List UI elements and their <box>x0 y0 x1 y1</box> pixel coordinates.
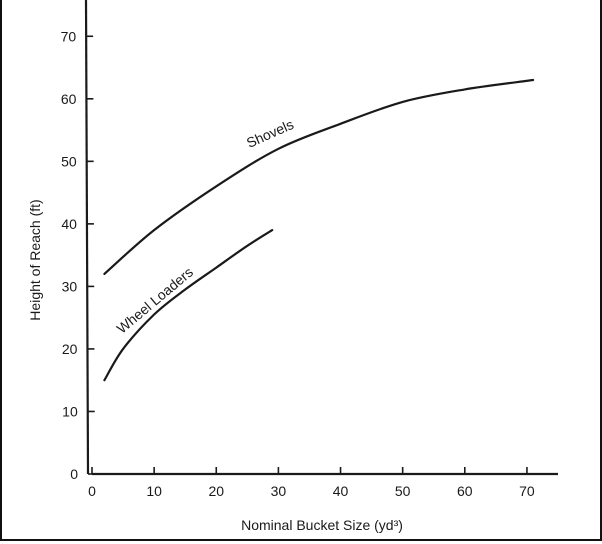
y-tick-label: 50 <box>61 153 77 169</box>
y-tick-label: 30 <box>62 278 78 294</box>
axes <box>84 0 558 476</box>
x-tick-label: 40 <box>333 483 349 499</box>
series-lines <box>103 78 535 382</box>
y-tick-label: 20 <box>62 341 78 357</box>
x-tick-label: 70 <box>519 483 535 499</box>
x-tick-label: 50 <box>395 483 411 499</box>
y-axis <box>84 0 90 475</box>
x-tick-label: 20 <box>208 483 224 499</box>
series-line-shovels <box>103 78 535 275</box>
x-axis-label: Nominal Bucket Size (yd³) <box>241 517 403 533</box>
series-label-wheel-loaders: Wheel Loaders <box>114 264 196 337</box>
y-tick-label: 60 <box>61 91 77 107</box>
x-tick-label: 0 <box>88 483 96 499</box>
ticks: 0 10 20 30 40 50 60 70 0 10 20 30 40 50 60 70 <box>61 28 535 499</box>
y-tick-label: 0 <box>70 466 78 482</box>
x-tick-label: 60 <box>457 483 473 499</box>
labels: Nominal Bucket Size (yd³) Height of Reac… <box>27 116 403 533</box>
y-tick-label: 70 <box>61 28 77 44</box>
series-line-wheel-loaders <box>103 229 274 382</box>
series-label-shovels: Shovels <box>244 116 296 151</box>
y-tick-label: 40 <box>61 216 77 232</box>
y-axis-label: Height of Reach (ft) <box>27 199 43 320</box>
y-tick-label: 10 <box>62 403 78 419</box>
x-tick-label: 10 <box>146 483 162 499</box>
x-tick-label: 30 <box>271 483 287 499</box>
